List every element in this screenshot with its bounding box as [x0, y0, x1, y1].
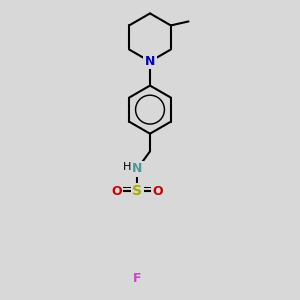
- Text: O: O: [111, 185, 122, 198]
- Text: O: O: [153, 185, 163, 198]
- Text: N: N: [145, 55, 155, 68]
- Text: F: F: [133, 272, 141, 284]
- Text: H: H: [123, 162, 132, 172]
- Text: N: N: [132, 163, 142, 176]
- Text: S: S: [132, 184, 142, 198]
